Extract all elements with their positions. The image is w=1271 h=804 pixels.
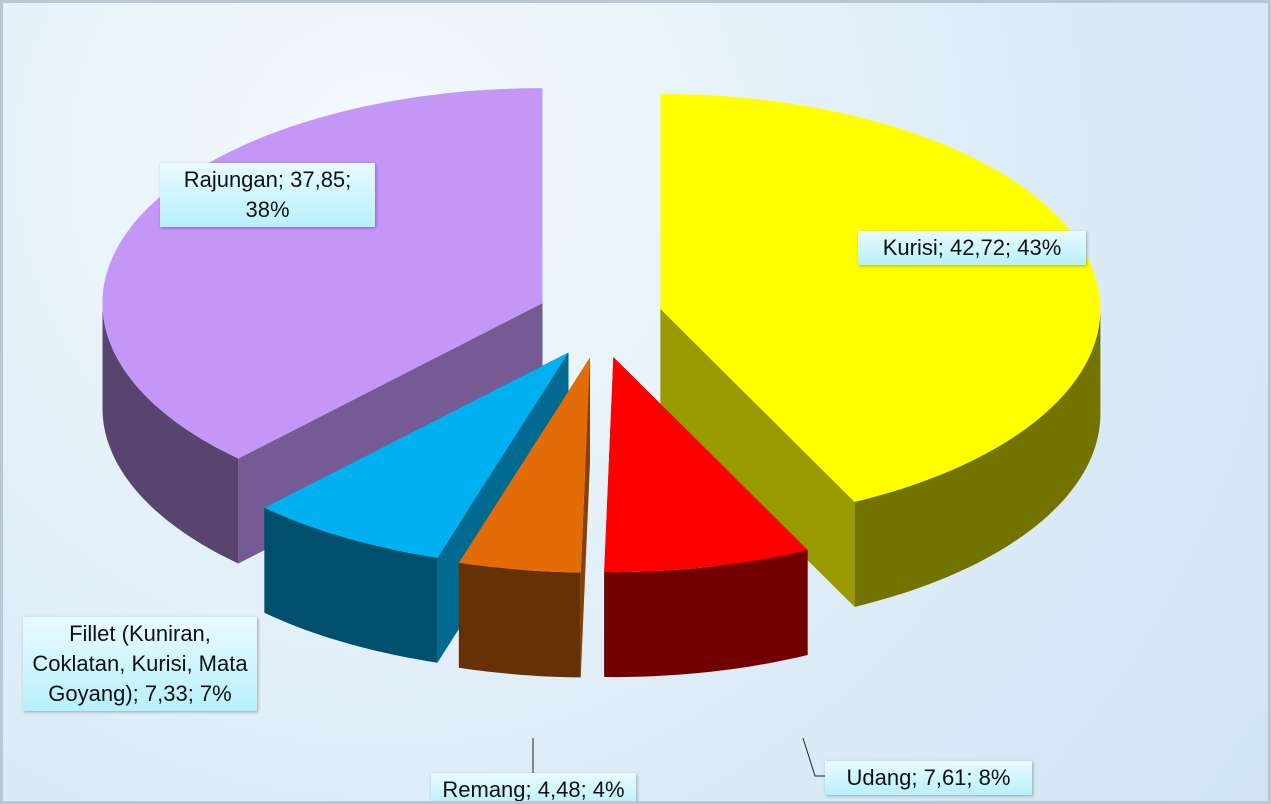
data-label: Kurisi; 42,72; 43% <box>858 231 1086 265</box>
slice-side <box>459 563 581 678</box>
chart: Kurisi; 42,72; 43% Udang; 7,61; 8% Remang;… <box>0 0 1271 804</box>
data-label: Remang; 4,48; 4% <box>431 773 636 804</box>
data-label: Udang; 7,61; 8% <box>825 761 1032 795</box>
data-label: Rajungan; 37,85; 38% <box>160 163 375 227</box>
data-label: Fillet (Kuniran, Coklatan, Kurisi, Mata … <box>23 617 257 711</box>
leader-line <box>803 738 825 776</box>
